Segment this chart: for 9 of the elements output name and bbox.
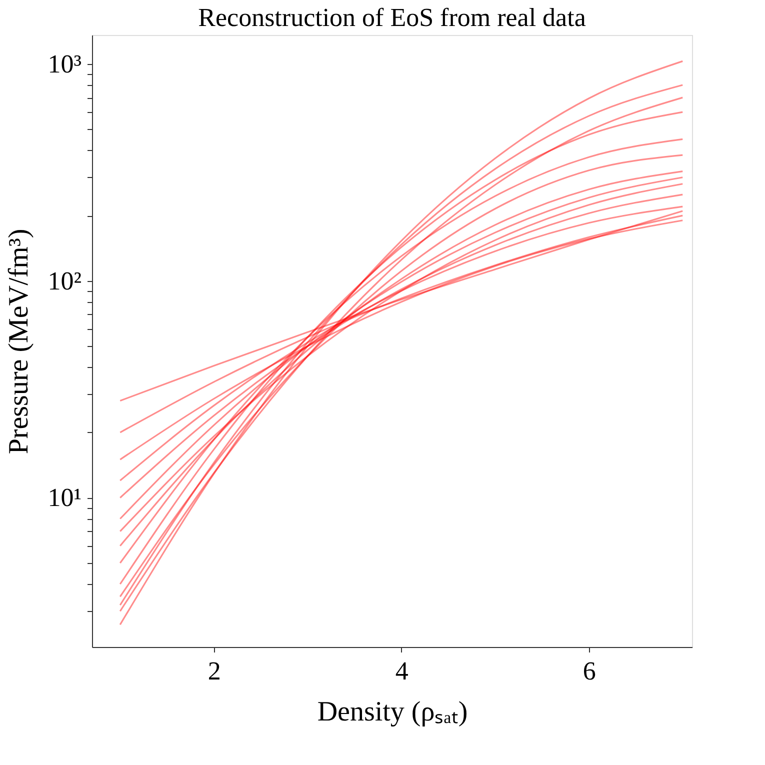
y-tick-label: 10² — [48, 266, 82, 296]
x-tick-label: 2 — [208, 656, 221, 686]
chart-title: Reconstruction of EoS from real data — [198, 3, 586, 32]
y-tick-label: 10¹ — [48, 483, 82, 512]
y-tick-label: 10³ — [48, 49, 82, 78]
x-axis-title: Density (ρₛₐₜ) — [317, 696, 468, 728]
y-axis-title: Pressure (MeV/fm³) — [4, 228, 35, 454]
x-tick-label: 6 — [582, 656, 596, 686]
x-tick-label: 4 — [395, 656, 408, 686]
